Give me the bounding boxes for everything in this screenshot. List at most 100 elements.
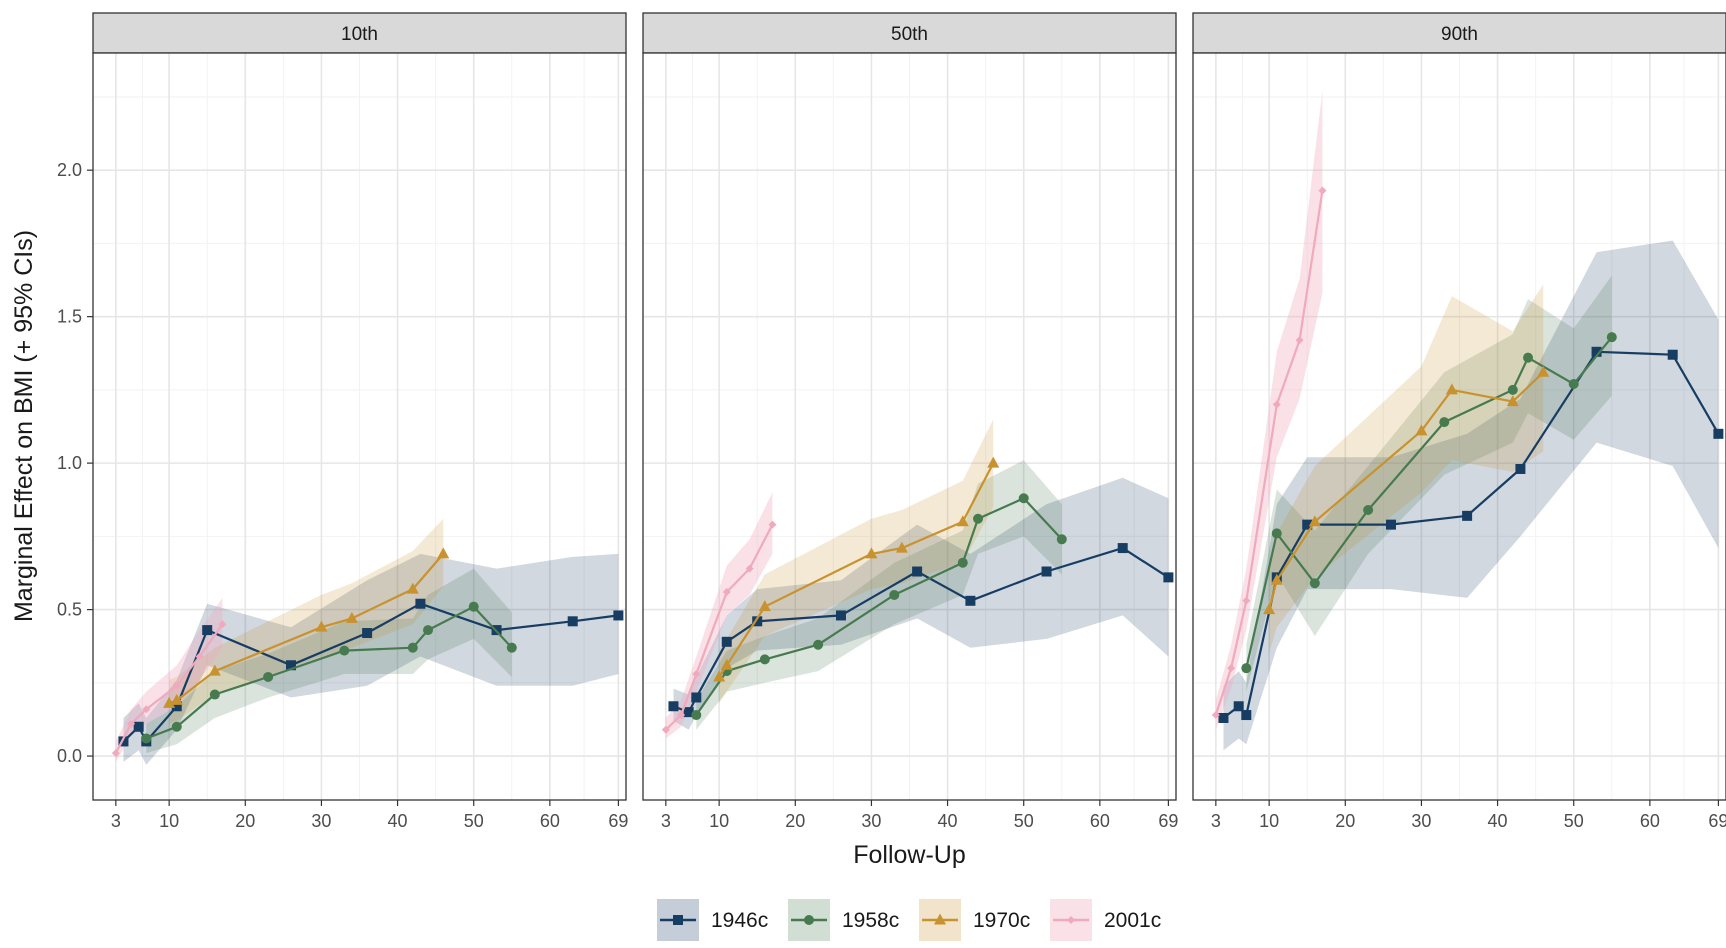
x-tick-label: 50	[1014, 811, 1034, 831]
series-line-2001c	[665, 524, 774, 731]
data-point-1946c	[613, 610, 624, 621]
data-point-2001c	[677, 711, 686, 720]
data-point-1970c	[1445, 383, 1458, 395]
legend-label: 1946c	[711, 909, 768, 932]
panel-strip	[92, 12, 627, 54]
x-tick-label: 10	[1259, 811, 1279, 831]
data-point-1970c	[437, 547, 450, 559]
data-point-1946c	[133, 721, 144, 732]
x-tick-label: 20	[1335, 811, 1355, 831]
data-point-1958c	[171, 721, 182, 732]
data-point-1970c	[315, 620, 328, 632]
data-point-1970c	[1415, 424, 1428, 436]
data-point-1970c	[208, 664, 221, 676]
data-point-1946c	[912, 566, 923, 577]
x-tick-label: 30	[311, 811, 331, 831]
ci-band-2001c	[115, 597, 223, 762]
panel-10th: 10th 3 10 20 30 40 50 60 69 0.0 0.5 1.0 1.5 2.0	[57, 12, 628, 831]
panel-90th: 90th 3 10 20 30 40 50 60 69	[1192, 12, 1726, 831]
x-tick-label: 10	[709, 811, 729, 831]
data-point-1970c	[758, 600, 771, 612]
data-point-1946c	[683, 707, 694, 718]
x-tick-label: 40	[388, 811, 408, 831]
data-point-1958c	[407, 642, 418, 653]
panel-border	[92, 52, 627, 801]
data-point-1958c	[1606, 332, 1617, 343]
x-tick-label: 60	[540, 811, 560, 831]
data-point-1958c	[1363, 504, 1374, 515]
data-point-2001c	[1295, 336, 1304, 345]
data-point-2001c	[172, 681, 181, 690]
data-point-1958c	[423, 625, 434, 636]
ci-band-1958c	[1246, 275, 1612, 692]
data-point-1958c	[506, 642, 517, 653]
data-point-1946c	[1385, 519, 1396, 530]
x-tick-label: 69	[1708, 811, 1726, 831]
data-point-1970c	[865, 547, 878, 559]
y-tick-label: 2.0	[57, 160, 82, 180]
data-point-1946c	[721, 636, 732, 647]
ci-band-1946c	[1223, 240, 1719, 751]
legend-label: 1970c	[973, 909, 1030, 932]
data-point-1946c	[1233, 701, 1244, 712]
panel-strip	[1192, 12, 1726, 54]
data-point-2001c	[1272, 400, 1281, 409]
y-tick-label: 1.0	[57, 453, 82, 473]
data-point-2001c	[127, 719, 136, 728]
data-point-1946c	[1667, 349, 1678, 360]
data-point-1970c	[1270, 573, 1283, 585]
data-point-1970c	[987, 456, 1000, 468]
data-point-2001c	[195, 652, 204, 661]
data-point-2001c	[1242, 596, 1251, 605]
data-point-2001c	[745, 564, 754, 573]
data-point-1946c	[668, 701, 679, 712]
legend-item-1946c: 1946c	[657, 899, 768, 941]
data-point-1958c	[263, 671, 274, 682]
x-tick-label: 50	[464, 811, 484, 831]
legend: 1946c 1958c 1970c 2001c	[657, 899, 1161, 941]
data-point-1970c	[1506, 395, 1519, 407]
data-point-1958c	[957, 557, 968, 568]
data-point-2001c	[218, 620, 227, 629]
ci-band-1946c	[123, 553, 619, 765]
data-point-1970c	[895, 541, 908, 553]
panel-border	[1192, 52, 1726, 801]
grid	[93, 53, 626, 800]
legend-marker	[673, 915, 683, 925]
x-tick-label: 30	[861, 811, 881, 831]
ci-band-1946c	[673, 477, 1169, 730]
panel-50th: 50th 3 10 20 30 40 50 60 69	[642, 12, 1178, 831]
data-point-1946c	[285, 660, 296, 671]
data-point-1946c	[835, 610, 846, 621]
data-point-1958c	[973, 513, 984, 524]
legend-marker	[934, 913, 946, 925]
x-tick-label: 60	[1640, 811, 1660, 831]
data-point-1958c	[339, 645, 350, 656]
data-point-1958c	[1439, 417, 1450, 428]
legend-item-2001c: 2001c	[1050, 899, 1161, 941]
data-point-1946c	[1117, 543, 1128, 554]
data-point-1958c	[209, 689, 220, 700]
panel-title: 50th	[891, 24, 928, 45]
data-point-1970c	[1263, 603, 1276, 615]
data-point-1970c	[345, 611, 358, 623]
data-point-1958c	[1523, 352, 1534, 363]
x-tick-label: 69	[608, 811, 628, 831]
data-point-2001c	[768, 520, 777, 529]
x-tick-label: 3	[1211, 811, 1221, 831]
data-point-1970c	[163, 696, 176, 708]
data-point-1958c	[1507, 384, 1518, 395]
y-tick-label: 0.0	[57, 746, 82, 766]
data-point-1946c	[1241, 710, 1252, 721]
panel-title: 10th	[341, 24, 378, 45]
x-axis-title: Follow-Up	[853, 841, 966, 869]
data-point-1946c	[1713, 428, 1724, 439]
data-point-2001c	[661, 725, 670, 734]
data-point-1958c	[1056, 534, 1067, 545]
legend-item-1958c: 1958c	[788, 899, 899, 941]
x-tick-label: 30	[1411, 811, 1431, 831]
x-tick-label: 3	[661, 811, 671, 831]
x-tick-label: 69	[1158, 811, 1178, 831]
x-tick-label: 50	[1564, 811, 1584, 831]
x-tick-label: 10	[159, 811, 179, 831]
